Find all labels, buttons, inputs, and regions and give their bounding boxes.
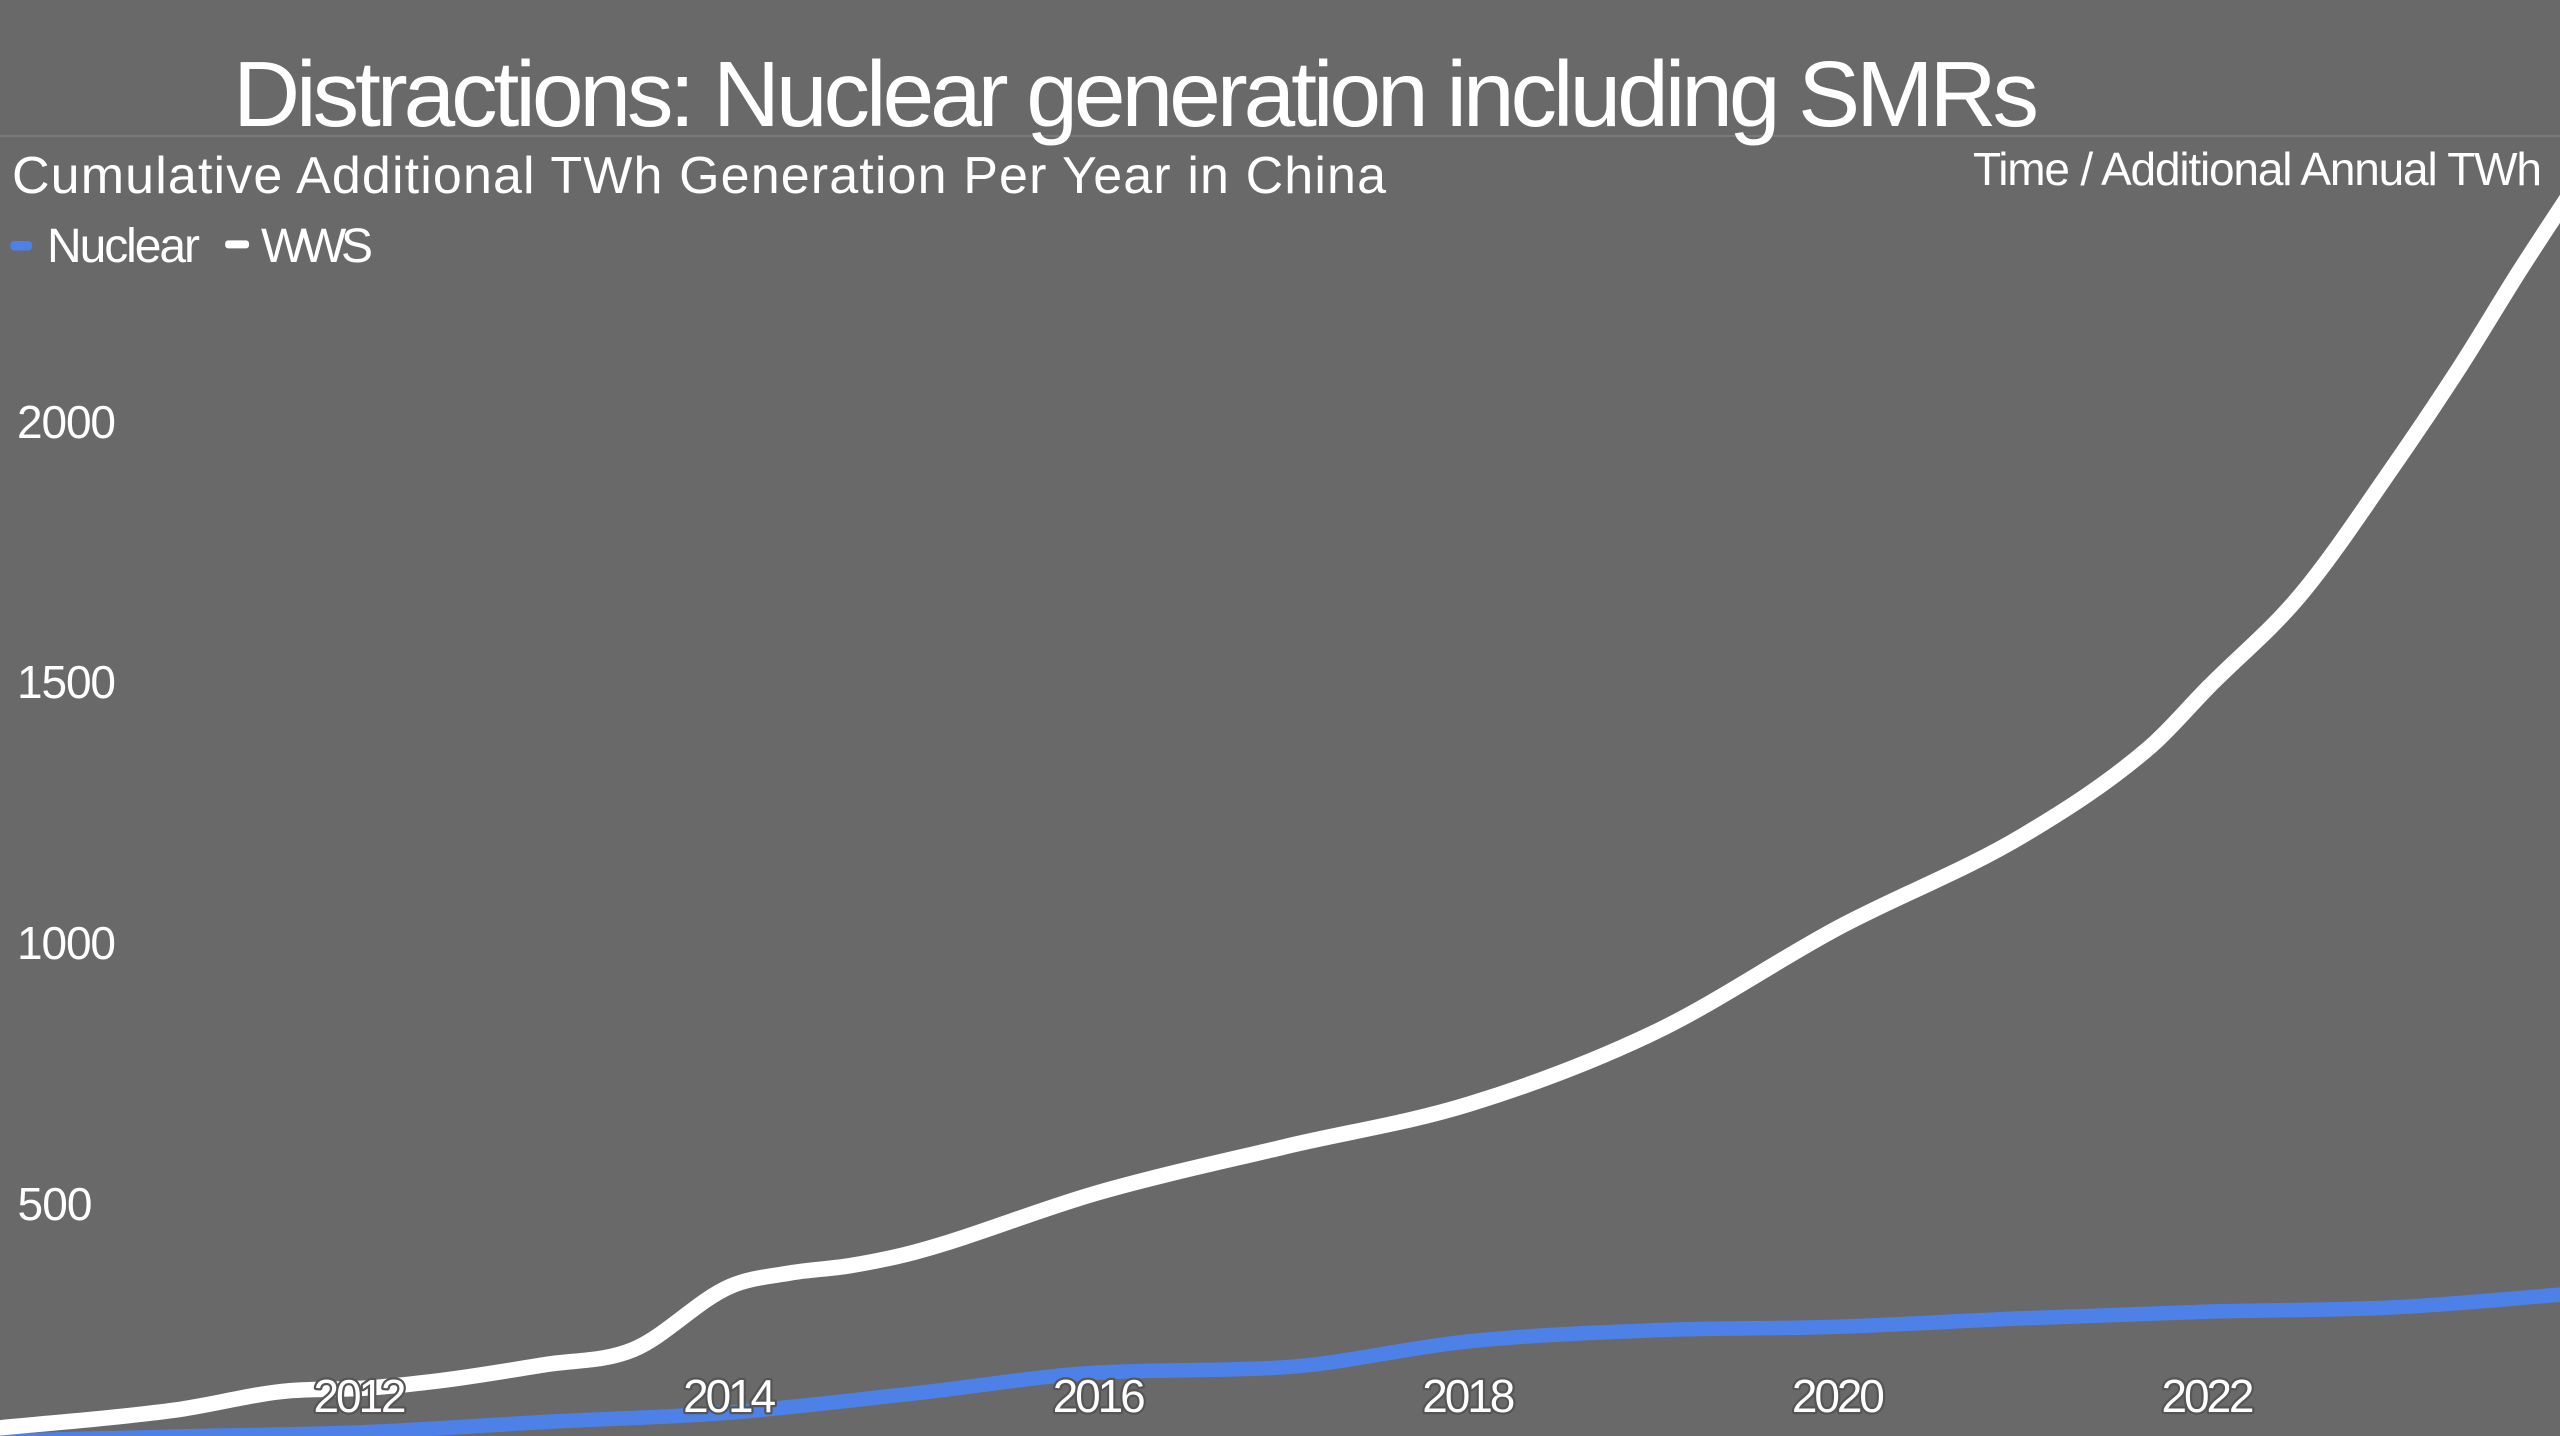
svg-text:2022: 2022 (2162, 1370, 2255, 1422)
svg-text:Distractions: Nuclear generati: Distractions: Nuclear generation includi… (233, 42, 2039, 146)
svg-text:2012: 2012 (314, 1370, 407, 1422)
svg-text:1500: 1500 (17, 656, 116, 708)
svg-text:2000: 2000 (17, 396, 116, 448)
svg-text:Nuclear: Nuclear (47, 220, 200, 273)
svg-text:2016: 2016 (1053, 1370, 1146, 1422)
svg-text:2018: 2018 (1422, 1370, 1515, 1422)
svg-text:Cumulative Additional TWh Gene: Cumulative Additional TWh Generation Per… (12, 147, 1386, 205)
svg-text:1000: 1000 (17, 917, 116, 969)
svg-text:2014: 2014 (683, 1370, 776, 1422)
svg-text:WWS: WWS (261, 220, 373, 273)
svg-text:500: 500 (18, 1178, 93, 1230)
svg-text:Time / Additional Annual TWh: Time / Additional Annual TWh (1973, 143, 2542, 195)
svg-text:2020: 2020 (1792, 1370, 1885, 1422)
